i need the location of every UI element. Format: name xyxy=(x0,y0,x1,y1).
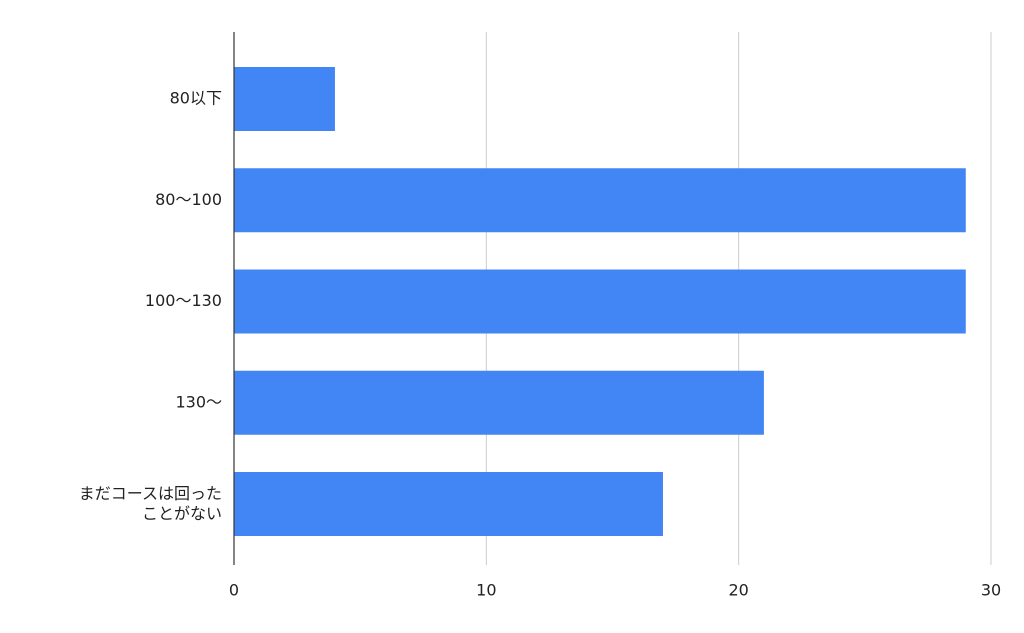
bar xyxy=(234,67,335,131)
bar xyxy=(234,472,663,536)
y-tick-label: 130〜 xyxy=(175,392,222,411)
x-tick-label: 0 xyxy=(229,581,239,600)
bar xyxy=(234,370,764,435)
bar xyxy=(234,269,966,334)
y-tick-label: 80以下 xyxy=(170,89,222,108)
y-tick-label: 80〜100 xyxy=(155,190,222,209)
x-tick-label: 10 xyxy=(476,581,496,600)
y-tick-label: まだコースは回ったことがない xyxy=(79,484,222,523)
bar xyxy=(234,168,966,233)
x-tick-label: 30 xyxy=(981,581,1001,600)
y-tick-label: 100〜130 xyxy=(145,291,222,310)
x-tick-label: 20 xyxy=(728,581,748,600)
